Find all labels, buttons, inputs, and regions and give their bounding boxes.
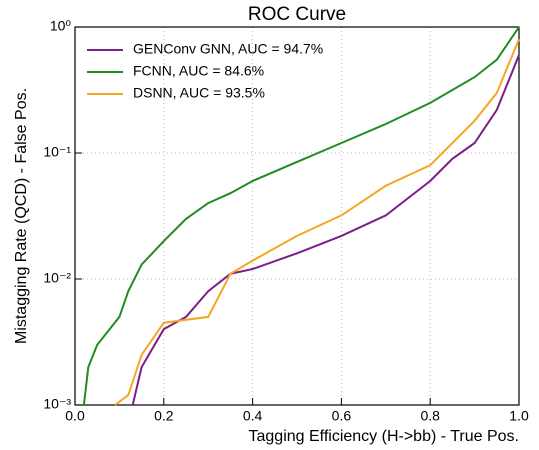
x-tick-label: 0.8	[420, 408, 440, 424]
y-tick-label: 10⁰	[50, 18, 72, 34]
roc-line	[114, 38, 520, 406]
plot-frame	[74, 26, 520, 406]
legend-label: GENConv GNN, AUC = 94.7%	[133, 41, 323, 57]
y-tick-label: 10⁻¹	[43, 144, 71, 160]
y-tick-label: 10⁻³	[43, 396, 71, 412]
x-axis-label: Tagging Efficiency (H->bb) - True Pos.	[249, 428, 520, 445]
x-tick-label: 0.4	[243, 408, 263, 424]
x-tick-label: 0.2	[154, 408, 174, 424]
x-tick-label: 1.0	[509, 408, 529, 424]
y-axis-label: Mistagging Rate (QCD) - False Pos.	[13, 88, 30, 344]
x-tick-label: 0.6	[332, 408, 352, 424]
legend-label: FCNN, AUC = 84.6%	[133, 63, 264, 79]
legend-label: DSNN, AUC = 93.5%	[133, 85, 265, 101]
chart-title: ROC Curve	[248, 4, 346, 25]
y-tick-label: 10⁻²	[43, 270, 71, 286]
roc-line	[131, 54, 520, 406]
x-tick-label: 0.0	[65, 408, 85, 424]
roc-line	[82, 26, 520, 406]
